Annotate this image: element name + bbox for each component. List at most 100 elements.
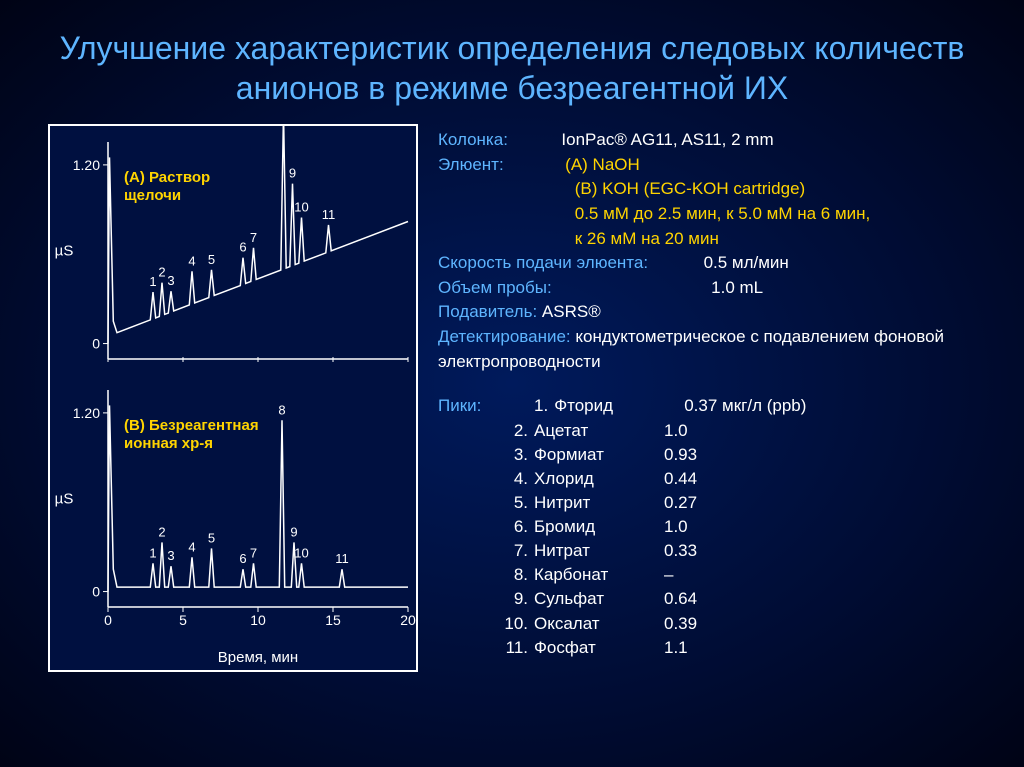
flow-label: Скорость подачи элюента: — [438, 253, 648, 272]
table-row: 9.Сульфат0.64 — [438, 587, 1004, 611]
peak-val: 0.93 — [664, 443, 697, 467]
details-column: Колонка: IonPac® AG11, AS11, 2 mm Элюент… — [438, 124, 1004, 672]
gradient1: 0.5 мМ до 2.5 мин, к 5.0 мМ на 6 мин, — [575, 204, 871, 223]
table-row: 2.Ацетат1.0 — [438, 419, 1004, 443]
volume-value: 1.0 mL — [711, 278, 763, 297]
svg-text:3: 3 — [167, 548, 174, 563]
svg-text:6: 6 — [239, 551, 246, 566]
param-suppressor: Подавитель: ASRS® — [438, 300, 1004, 325]
svg-text:1: 1 — [149, 274, 156, 289]
volume-label: Объем пробы: — [438, 278, 552, 297]
svg-text:1.20: 1.20 — [73, 405, 100, 421]
svg-text:3: 3 — [167, 273, 174, 288]
peak-name: Фторид — [554, 394, 684, 418]
peak-val: 1.1 — [664, 636, 688, 660]
peak-val: 0.39 — [664, 612, 697, 636]
svg-text:2: 2 — [158, 524, 165, 539]
svg-text:(A) Раствор: (A) Раствор — [124, 169, 210, 186]
suppressor-value: ASRS® — [542, 302, 601, 321]
svg-text:8: 8 — [278, 402, 285, 417]
eluent-a: (A) NaOH — [565, 155, 640, 174]
slide-title: Улучшение характеристик определения след… — [0, 0, 1024, 116]
peak-num: 10. — [438, 612, 534, 636]
peak-val: 0.64 — [664, 587, 697, 611]
content-row: 01.20µS1234567891011(A) Растворщелочи01.… — [0, 116, 1024, 672]
detection-label: Детектирование: — [438, 327, 575, 346]
peak-name: Сульфат — [534, 587, 664, 611]
svg-text:9: 9 — [289, 166, 296, 181]
svg-text:(B) Безреагентная: (B) Безреагентная — [124, 417, 259, 434]
chromatogram-chart: 01.20µS1234567891011(A) Растворщелочи01.… — [48, 124, 418, 672]
peak-name: Бромид — [534, 515, 664, 539]
svg-text:2: 2 — [158, 265, 165, 280]
svg-text:0: 0 — [92, 336, 100, 352]
peak-val: – — [664, 563, 673, 587]
svg-text:20: 20 — [400, 612, 416, 628]
svg-text:11: 11 — [322, 207, 336, 222]
peak-num: 2. — [438, 419, 534, 443]
peak-num: 1. — [534, 394, 554, 418]
peak-name: Карбонат — [534, 563, 664, 587]
svg-text:7: 7 — [250, 230, 257, 245]
eluent-label: Элюент: — [438, 155, 504, 174]
peak-num: 4. — [438, 467, 534, 491]
svg-text:9: 9 — [290, 524, 297, 539]
param-detection: Детектирование: кондуктометрическое с по… — [438, 325, 958, 374]
svg-text:µS: µS — [55, 491, 74, 508]
table-row: 4.Хлорид0.44 — [438, 467, 1004, 491]
svg-text:10: 10 — [294, 545, 308, 560]
svg-text:5: 5 — [208, 252, 215, 267]
svg-text:Время, мин: Время, мин — [218, 649, 298, 666]
peaks-header: Пики: 1. Фторид 0.37 мкг/л (ppb) — [438, 394, 1004, 418]
chart-column: 01.20µS1234567891011(A) Растворщелочи01.… — [48, 124, 418, 672]
peak-name: Формиат — [534, 443, 664, 467]
svg-text:µS: µS — [55, 243, 74, 260]
svg-text:15: 15 — [325, 612, 341, 628]
param-flow: Скорость подачи элюента: 0.5 мл/мин — [438, 251, 1004, 276]
peak-name: Оксалат — [534, 612, 664, 636]
suppressor-label: Подавитель: — [438, 302, 542, 321]
svg-text:4: 4 — [188, 253, 195, 268]
table-row: 5.Нитрит0.27 — [438, 491, 1004, 515]
peak-name: Нитрат — [534, 539, 664, 563]
peaks-table: Пики: 1. Фторид 0.37 мкг/л (ppb) 2.Ацета… — [438, 394, 1004, 659]
eluent-b: (B) KOH (EGC-KOH cartridge) — [575, 179, 805, 198]
table-row: 8.Карбонат– — [438, 563, 1004, 587]
peak-num: 6. — [438, 515, 534, 539]
param-gradient1: 0.5 мМ до 2.5 мин, к 5.0 мМ на 6 мин, — [438, 202, 1004, 227]
peak-num: 5. — [438, 491, 534, 515]
column-label: Колонка: — [438, 130, 508, 149]
param-eluent: Элюент: (A) NaOH — [438, 153, 1004, 178]
peak-name: Фосфат — [534, 636, 664, 660]
peak-name: Хлорид — [534, 467, 664, 491]
svg-text:ионная хр-я: ионная хр-я — [124, 435, 213, 452]
peak-name: Нитрит — [534, 491, 664, 515]
column-value: IonPac® AG11, AS11, 2 mm — [561, 130, 773, 149]
peak-val: 0.44 — [664, 467, 697, 491]
peak-val: 1.0 — [664, 515, 688, 539]
table-row: 10.Оксалат0.39 — [438, 612, 1004, 636]
svg-text:1.20: 1.20 — [73, 157, 100, 173]
param-volume: Объем пробы: 1.0 mL — [438, 276, 1004, 301]
peak-name: Ацетат — [534, 419, 664, 443]
peak-val: 0.27 — [664, 491, 697, 515]
svg-text:1: 1 — [149, 545, 156, 560]
svg-text:11: 11 — [335, 551, 349, 566]
table-row: 6.Бромид1.0 — [438, 515, 1004, 539]
peak-num: 3. — [438, 443, 534, 467]
table-row: 3.Формиат0.93 — [438, 443, 1004, 467]
peak-val: 0.33 — [664, 539, 697, 563]
peak-val: 0.37 мкг/л (ppb) — [684, 394, 806, 418]
svg-text:10: 10 — [294, 199, 308, 214]
svg-text:6: 6 — [239, 240, 246, 255]
peaks-label: Пики: — [438, 394, 534, 418]
param-eluent-b: (B) KOH (EGC-KOH cartridge) — [438, 177, 1004, 202]
param-gradient2: к 26 мМ на 20 мин — [438, 227, 1004, 252]
flow-value: 0.5 мл/мин — [704, 253, 789, 272]
peak-val: 1.0 — [664, 419, 688, 443]
svg-text:7: 7 — [250, 545, 257, 560]
svg-text:0: 0 — [92, 584, 100, 600]
peak-num: 9. — [438, 587, 534, 611]
table-row: 7.Нитрат0.33 — [438, 539, 1004, 563]
svg-text:5: 5 — [208, 530, 215, 545]
